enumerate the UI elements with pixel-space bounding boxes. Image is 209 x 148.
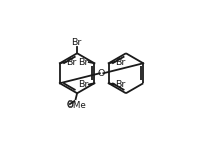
Text: Br: Br	[115, 58, 125, 67]
Text: Br: Br	[115, 80, 125, 89]
Text: Br: Br	[66, 58, 76, 67]
Text: OMe: OMe	[66, 101, 86, 110]
Text: O: O	[67, 100, 74, 109]
Text: Br: Br	[71, 38, 82, 47]
Text: O: O	[98, 69, 105, 78]
Text: Br: Br	[78, 80, 88, 89]
Text: Br: Br	[78, 58, 88, 67]
